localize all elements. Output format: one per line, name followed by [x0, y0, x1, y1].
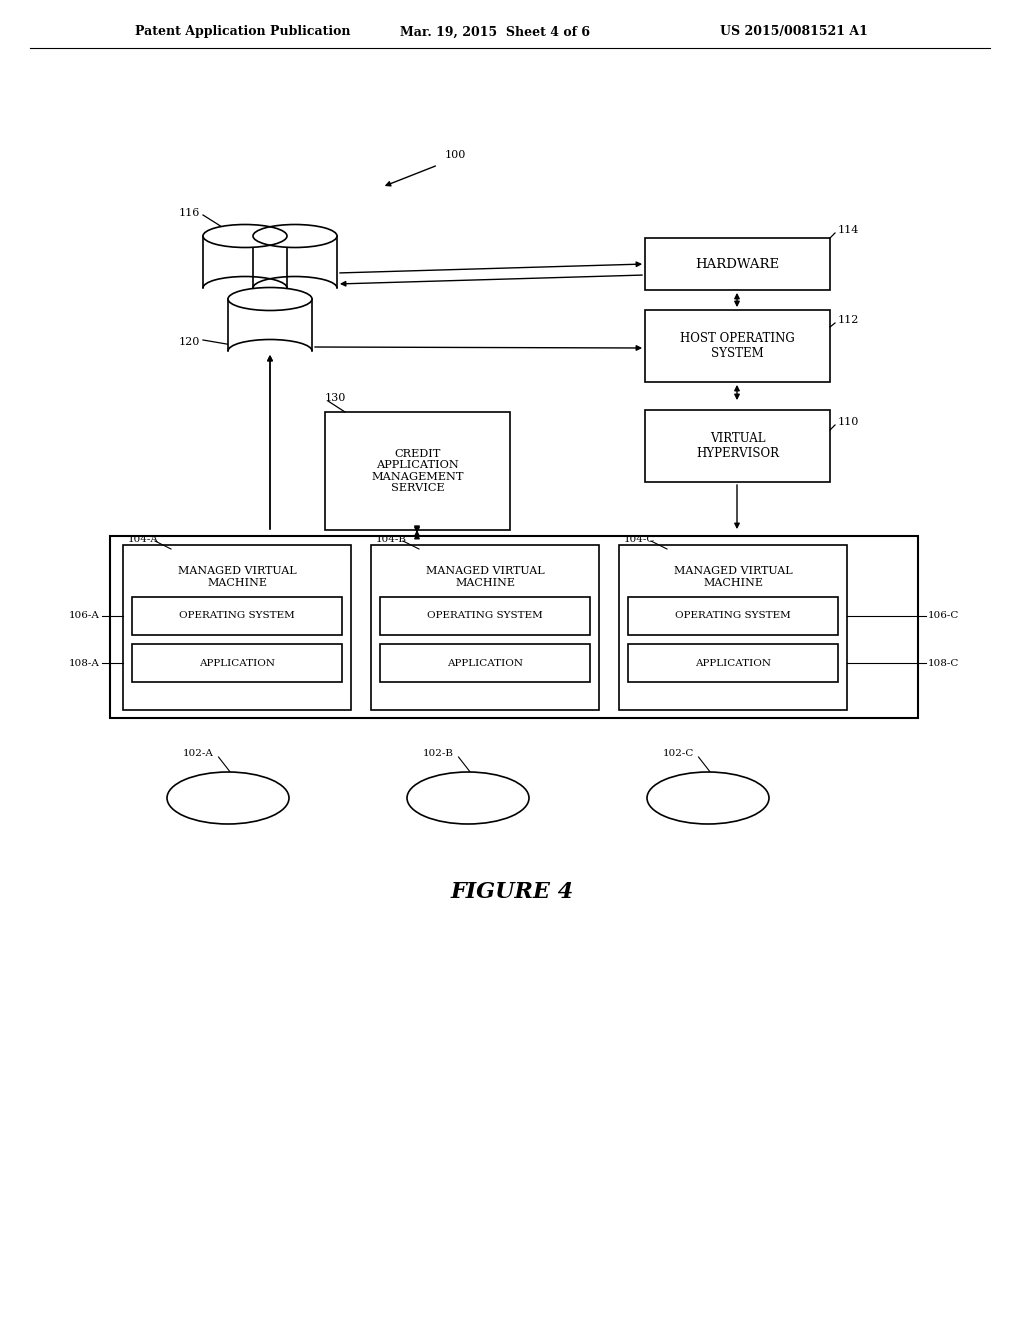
Text: HARDWARE: HARDWARE: [695, 257, 779, 271]
Text: 102-C: 102-C: [663, 748, 694, 758]
Text: HOST OPERATING
SYSTEM: HOST OPERATING SYSTEM: [680, 333, 795, 360]
Text: 120: 120: [178, 337, 200, 347]
Bar: [645, 238, 830, 290]
Bar: [123, 545, 351, 710]
Text: MANAGED VIRTUAL
MACHINE: MANAGED VIRTUAL MACHINE: [178, 566, 296, 587]
Bar: [371, 545, 599, 710]
Text: Mar. 19, 2015  Sheet 4 of 6: Mar. 19, 2015 Sheet 4 of 6: [400, 25, 590, 38]
Text: 104-B: 104-B: [376, 535, 407, 544]
Text: Patent Application Publication: Patent Application Publication: [135, 25, 350, 38]
Bar: [110, 536, 918, 718]
Ellipse shape: [203, 224, 287, 248]
Ellipse shape: [407, 772, 529, 824]
Text: 114: 114: [838, 224, 859, 235]
Text: OPERATING SYSTEM: OPERATING SYSTEM: [675, 611, 791, 620]
Bar: [203, 236, 287, 288]
Text: 100: 100: [445, 150, 466, 160]
Text: MANAGED VIRTUAL
MACHINE: MANAGED VIRTUAL MACHINE: [674, 566, 793, 587]
Text: 104-C: 104-C: [624, 535, 655, 544]
Bar: [618, 545, 847, 710]
Bar: [253, 236, 337, 288]
Text: OPERATING SYSTEM: OPERATING SYSTEM: [179, 611, 295, 620]
Text: 104-A: 104-A: [128, 535, 159, 544]
Text: OPERATING SYSTEM: OPERATING SYSTEM: [427, 611, 543, 620]
Text: 112: 112: [838, 315, 859, 325]
Ellipse shape: [647, 772, 769, 824]
Text: 108-A: 108-A: [70, 659, 100, 668]
Text: APPLICATION: APPLICATION: [447, 659, 523, 668]
Text: APPLICATION: APPLICATION: [695, 659, 771, 668]
Text: APPLICATION: APPLICATION: [199, 659, 275, 668]
Text: 106-A: 106-A: [70, 611, 100, 620]
Text: 110: 110: [838, 417, 859, 426]
Text: CREDIT
APPLICATION
MANAGEMENT
SERVICE: CREDIT APPLICATION MANAGEMENT SERVICE: [372, 449, 464, 494]
Bar: [380, 597, 590, 635]
Bar: [132, 644, 342, 682]
Ellipse shape: [228, 288, 312, 310]
Text: 108-C: 108-C: [928, 659, 959, 668]
Bar: [645, 411, 830, 482]
Text: 102-B: 102-B: [423, 748, 454, 758]
Bar: [325, 412, 510, 531]
Text: US 2015/0081521 A1: US 2015/0081521 A1: [720, 25, 868, 38]
Text: 116: 116: [178, 209, 200, 218]
Ellipse shape: [253, 224, 337, 248]
Bar: [628, 597, 838, 635]
Text: FIGURE 4: FIGURE 4: [451, 880, 573, 903]
Bar: [228, 300, 312, 351]
Text: MANAGED VIRTUAL
MACHINE: MANAGED VIRTUAL MACHINE: [426, 566, 545, 587]
Ellipse shape: [167, 772, 289, 824]
Text: 102-A: 102-A: [183, 748, 214, 758]
Text: 106-C: 106-C: [928, 611, 959, 620]
Bar: [628, 644, 838, 682]
Text: 130: 130: [325, 393, 346, 403]
Bar: [645, 310, 830, 381]
Bar: [380, 644, 590, 682]
Text: VIRTUAL
HYPERVISOR: VIRTUAL HYPERVISOR: [696, 432, 779, 459]
Bar: [132, 597, 342, 635]
